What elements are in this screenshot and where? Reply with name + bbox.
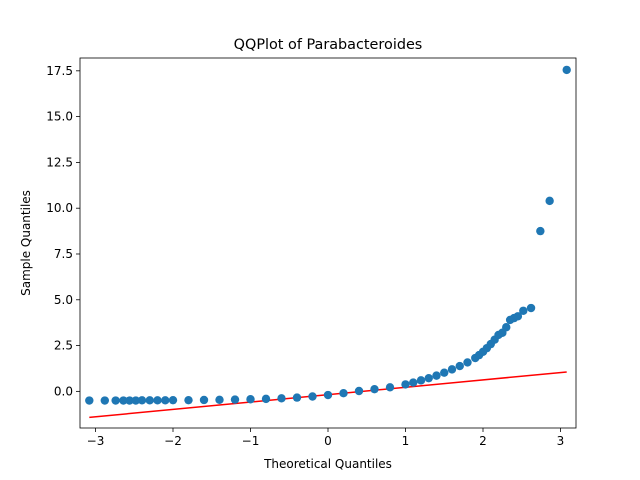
sample-point: [246, 395, 255, 404]
y-tick-label: 0.0: [54, 384, 73, 398]
y-axis: 0.0 2.5 5.0 7.5 10.0 12.5 15.0 17.5: [46, 64, 80, 398]
sample-point: [385, 383, 395, 392]
sample-point: [519, 306, 528, 315]
sample-points-layer: [85, 65, 571, 405]
y-tick-label: 10.0: [46, 201, 73, 215]
sample-point: [168, 395, 178, 405]
y-axis-label: Sample Quantiles: [19, 190, 33, 296]
sample-point: [409, 378, 418, 387]
sample-point: [545, 196, 554, 206]
sample-point: [432, 371, 441, 380]
x-tick-label: −3: [87, 434, 105, 448]
sample-point: [261, 394, 271, 404]
sample-point: [119, 396, 128, 405]
sample-point: [354, 386, 364, 396]
sample-point: [401, 380, 410, 389]
sample-point: [137, 396, 147, 405]
sample-point: [215, 395, 224, 404]
y-tick-label: 12.5: [46, 155, 73, 169]
sample-point: [536, 226, 545, 236]
sample-point: [502, 323, 511, 332]
sample-point: [370, 384, 379, 394]
x-tick-label: 2: [479, 434, 487, 448]
sample-point: [339, 388, 348, 398]
x-tick-label: 3: [557, 434, 565, 448]
sample-point: [463, 358, 472, 367]
sample-point: [513, 312, 523, 321]
sample-point: [277, 394, 286, 403]
y-tick-label: 2.5: [54, 339, 73, 353]
sample-point: [125, 396, 134, 405]
sample-point: [455, 361, 464, 371]
x-axis: −3 −2 −1 0 1 2 3: [87, 428, 565, 448]
sample-point: [526, 303, 536, 313]
y-tick-label: 15.0: [46, 110, 73, 124]
sample-point: [562, 65, 571, 75]
sample-point: [184, 395, 193, 405]
sample-point: [161, 396, 170, 405]
sample-point: [131, 396, 140, 405]
y-tick-label: 5.0: [54, 293, 73, 307]
plot-area: [85, 65, 571, 419]
x-tick-label: −1: [242, 434, 260, 448]
sample-point: [416, 376, 426, 385]
sample-point: [230, 395, 240, 404]
y-tick-label: 7.5: [54, 247, 73, 261]
sample-point: [424, 373, 433, 383]
sample-point: [323, 390, 333, 400]
sample-point: [100, 396, 110, 405]
sample-point: [199, 395, 209, 405]
x-tick-label: −2: [164, 434, 182, 448]
sample-point: [447, 365, 457, 374]
x-tick-label: 1: [402, 434, 410, 448]
sample-point: [308, 392, 317, 401]
y-tick-label: 17.5: [46, 64, 73, 78]
sample-point: [440, 368, 449, 377]
sample-point: [292, 393, 302, 402]
sample-point: [153, 396, 162, 405]
x-tick-label: 0: [324, 434, 332, 448]
sample-point: [145, 396, 154, 405]
x-axis-label: Theoretical Quantiles: [263, 457, 392, 471]
sample-point: [111, 396, 120, 405]
chart-title: QQPlot of Parabacteroides: [234, 37, 423, 53]
sample-point: [85, 396, 94, 405]
